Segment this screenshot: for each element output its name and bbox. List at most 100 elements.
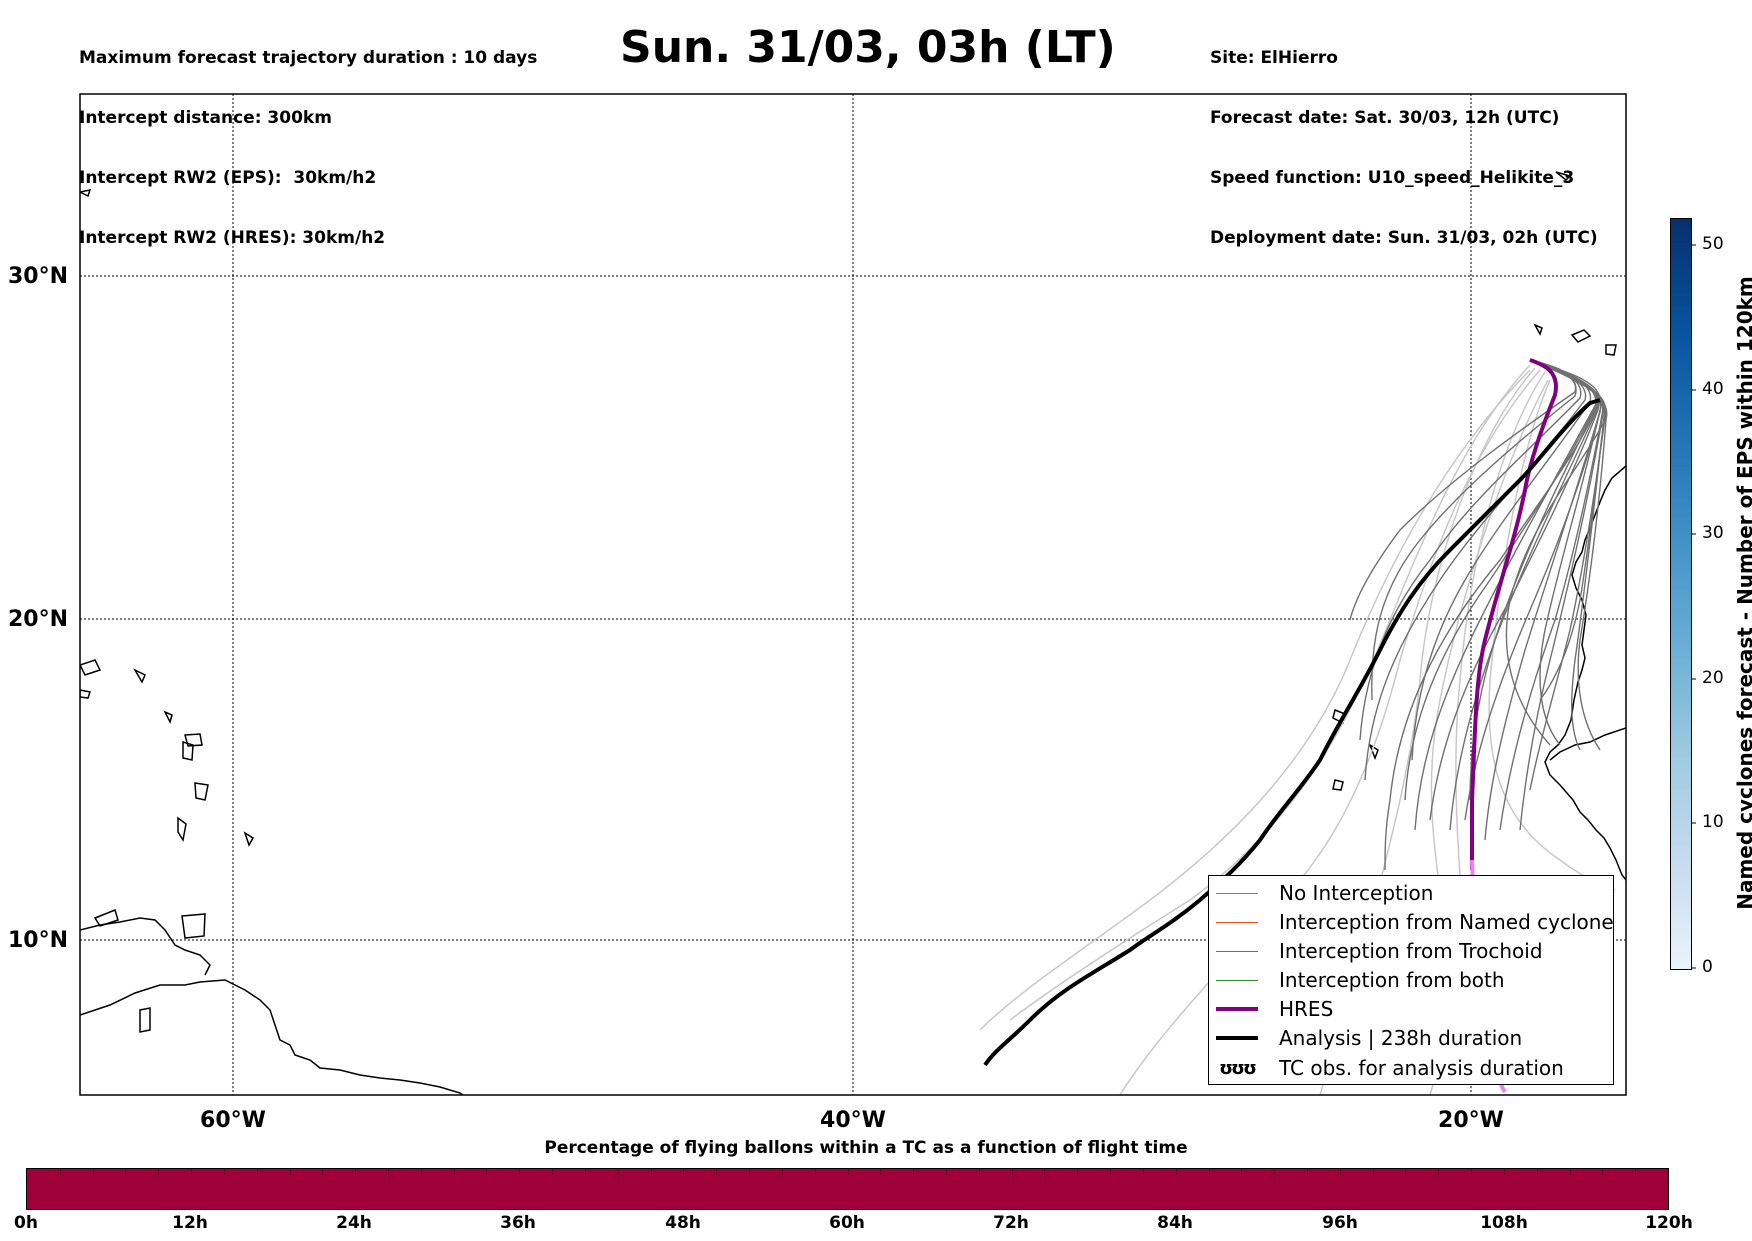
west-africa-bulge bbox=[1549, 727, 1626, 761]
legend-label: HRES bbox=[1279, 997, 1334, 1021]
ensemble-trajectory bbox=[1371, 359, 1577, 701]
percentage-bar-segment-tick bbox=[1306, 1169, 1308, 1175]
percentage-bar-segment-tick bbox=[223, 1169, 225, 1175]
map-frame bbox=[79, 93, 1627, 1096]
legend-item-named-cyclone: Interception from Named cyclone bbox=[1215, 910, 1614, 934]
caribbean-island bbox=[177, 816, 187, 843]
ensemble-trajectories-dark bbox=[1349, 359, 1608, 871]
legend-line bbox=[1216, 979, 1258, 981]
coastlines bbox=[80, 171, 1626, 1095]
trajectory-settings: Maximum forecast trajectory duration : 1… bbox=[79, 8, 537, 268]
header-left-line: Maximum forecast trajectory duration : 1… bbox=[79, 48, 538, 68]
lon-label-40w: 40°W bbox=[820, 1108, 886, 1133]
percentage-bar-segment-tick bbox=[683, 1169, 685, 1175]
percentage-bar-segment-tick bbox=[1471, 1169, 1473, 1175]
percentage-bar-segment-tick bbox=[1110, 1169, 1112, 1175]
ensemble-trajectory bbox=[979, 369, 1531, 1031]
legend-label: Interception from Named cyclone bbox=[1279, 910, 1614, 934]
caribbean-island bbox=[93, 908, 119, 927]
caribbean-island bbox=[182, 740, 194, 761]
caribbean-island bbox=[80, 689, 91, 699]
legend-label: TC obs. for analysis duration bbox=[1279, 1056, 1564, 1080]
percentage-bar-segment-tick bbox=[1536, 1169, 1538, 1175]
legend-swatch bbox=[1215, 940, 1259, 962]
header-left-line: Intercept distance: 300km bbox=[79, 108, 332, 128]
percentage-bar-segment-tick bbox=[749, 1169, 751, 1175]
colorbar-tick-label: 30 bbox=[1702, 523, 1724, 543]
percentage-bar-segment-tick bbox=[945, 1169, 947, 1175]
percentage-bar-segment-tick bbox=[1077, 1169, 1079, 1175]
percentage-bar-segment-tick bbox=[388, 1169, 390, 1175]
header-left-line: Intercept RW2 (EPS): 30km/h2 bbox=[79, 168, 377, 188]
legend-label: Analysis | 238h duration bbox=[1279, 1026, 1523, 1050]
lon-label-20w: 20°W bbox=[1438, 1108, 1504, 1133]
colorbar-tick-label: 10 bbox=[1702, 812, 1724, 832]
trinidad-island bbox=[181, 913, 206, 939]
map-legend: No Interception Interception from Named … bbox=[1208, 875, 1614, 1085]
lon-label-60w: 60°W bbox=[200, 1108, 266, 1133]
caribbean-island bbox=[243, 831, 255, 847]
lat-label-30n: 30°N bbox=[8, 264, 69, 289]
percentage-bar-segment-tick bbox=[584, 1169, 586, 1175]
legend-item-hres: HRES bbox=[1215, 997, 1334, 1021]
ensemble-trajectory bbox=[1429, 359, 1599, 821]
percentage-bar-segment-tick bbox=[814, 1169, 816, 1175]
caribbean-island bbox=[80, 189, 92, 198]
colorbar-tick-label: 0 bbox=[1702, 957, 1713, 977]
legend-item-trochoid: Interception from Trochoid bbox=[1215, 939, 1543, 963]
percentage-bar bbox=[26, 1168, 1669, 1210]
legend-swatch bbox=[1215, 998, 1259, 1020]
legend-item-analysis: Analysis | 238h duration bbox=[1215, 1026, 1523, 1050]
lat-label-10n: 10°N bbox=[8, 928, 69, 953]
percentage-bar-segment-tick bbox=[256, 1169, 258, 1175]
percentage-tick-label: 120h bbox=[1645, 1213, 1693, 1233]
caribbean-island bbox=[80, 659, 102, 676]
percentage-bar-segment-tick bbox=[453, 1169, 455, 1175]
legend-swatch bbox=[1215, 969, 1259, 991]
percentage-bar-segment-tick bbox=[1274, 1169, 1276, 1175]
legend-line bbox=[1216, 1007, 1258, 1011]
percentage-bar-segment-tick bbox=[125, 1169, 127, 1175]
analysis-trajectory bbox=[983, 398, 1601, 1067]
percentage-bar-segment-tick bbox=[1142, 1169, 1144, 1175]
percentage-tick-label: 72h bbox=[993, 1213, 1029, 1233]
header-right-line: Forecast date: Sat. 30/03, 12h (UTC) bbox=[1210, 108, 1560, 128]
caribbean-island bbox=[139, 1007, 151, 1033]
caribbean-island bbox=[194, 782, 209, 801]
percentage-bar-segment-tick bbox=[355, 1169, 357, 1175]
percentage-bar-segment-tick bbox=[880, 1169, 882, 1175]
header-left-line: Intercept RW2 (HRES): 30km/h2 bbox=[79, 228, 386, 248]
canary-island bbox=[1570, 329, 1592, 343]
legend-line bbox=[1216, 892, 1258, 894]
percentage-tick-label: 36h bbox=[500, 1213, 536, 1233]
canary-island bbox=[1605, 344, 1617, 356]
ensemble-trajectory bbox=[1488, 379, 1616, 891]
colorbar-title: Named cyclones forecast - Number of EPS … bbox=[1733, 276, 1752, 910]
legend-item-both: Interception from both bbox=[1215, 968, 1505, 992]
ensemble-trajectory bbox=[1384, 359, 1601, 871]
legend-swatch bbox=[1215, 1027, 1259, 1049]
percentage-bar-segment-tick bbox=[1208, 1169, 1210, 1175]
madeira-island bbox=[1555, 171, 1572, 182]
tc-symbol-icon: ʊʊʊ bbox=[1219, 1057, 1257, 1079]
legend-line bbox=[1216, 950, 1258, 952]
percentage-bar-segment-tick bbox=[650, 1169, 652, 1175]
percentage-tick-label: 12h bbox=[172, 1213, 208, 1233]
header-right-line: Deployment date: Sun. 31/03, 02h (UTC) bbox=[1210, 228, 1598, 248]
header-right-line: Site: ElHierro bbox=[1210, 48, 1338, 68]
percentage-tick-label: 0h bbox=[14, 1213, 38, 1233]
header-right-line: Speed function: U10_speed_Helikite_3 bbox=[1210, 168, 1575, 188]
percentage-bar-segment-tick bbox=[1372, 1169, 1374, 1175]
legend-label: No Interception bbox=[1279, 881, 1434, 905]
forecast-info: Site: ElHierro Forecast date: Sat. 30/03… bbox=[1210, 8, 1598, 268]
percentage-bar-segment-tick bbox=[420, 1169, 422, 1175]
caribbean-island bbox=[133, 668, 146, 684]
legend-line bbox=[1216, 1036, 1258, 1040]
percentage-bar-segment-tick bbox=[1044, 1169, 1046, 1175]
legend-item-tc-obs: ʊʊʊ TC obs. for analysis duration bbox=[1215, 1056, 1564, 1080]
percentage-bar-segment-tick bbox=[552, 1169, 554, 1175]
named-cyclones-colorbar bbox=[1670, 218, 1692, 970]
caribbean-island bbox=[184, 733, 203, 747]
percentage-bar-segment-tick bbox=[1602, 1169, 1604, 1175]
